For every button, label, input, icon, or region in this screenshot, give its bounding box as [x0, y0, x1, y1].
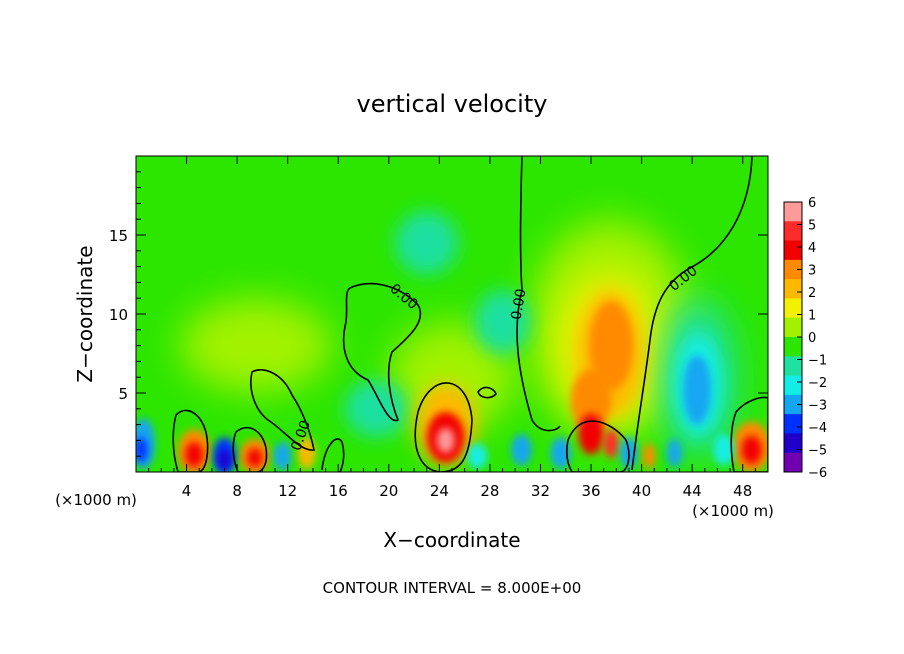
y-tick-label-1: 10 — [109, 306, 128, 324]
colorbar-label-3: 3 — [808, 264, 816, 279]
field-blob-15 — [666, 438, 683, 468]
colorbar-label-10: −4 — [808, 421, 827, 436]
contour-label-1: 0.00 — [508, 288, 529, 321]
colorbar-swatch-3 — [784, 259, 802, 280]
contour-updraft-x37 — [566, 420, 630, 472]
contour-interval-note: CONTOUR INTERVAL = 8.000E+00 — [323, 579, 582, 597]
field-blob-24 — [247, 448, 263, 468]
field-blob-7 — [344, 380, 408, 438]
field-blob-34 — [642, 443, 656, 469]
y-tick-label-0: 5 — [118, 385, 128, 403]
field-blob-35 — [713, 434, 734, 466]
field-blob-36 — [467, 443, 488, 469]
x-tick-label-10: 44 — [683, 482, 702, 500]
field-blob-3 — [180, 298, 332, 393]
field-blob-28 — [136, 437, 148, 463]
contour-mid-left — [250, 369, 315, 451]
colorbar-label-9: −3 — [808, 399, 827, 414]
field-blob-30 — [297, 437, 316, 469]
field-blob-9 — [589, 301, 633, 390]
x-tick-label-7: 32 — [531, 482, 550, 500]
colorbar-label-12: −6 — [808, 466, 827, 481]
contour-updraft-x5 — [172, 409, 209, 472]
contour-mid-vertical — [516, 156, 561, 432]
x-tick-label-6: 28 — [480, 482, 499, 500]
heatmap-field — [136, 156, 768, 472]
field-blob-32 — [550, 437, 571, 469]
colorbar-swatch-8 — [784, 356, 802, 377]
x-tick-label-4: 20 — [379, 482, 398, 500]
colorbar-swatch-10 — [784, 394, 802, 415]
x-tick-label-0: 4 — [182, 482, 192, 500]
colorbar-label-8: −2 — [808, 376, 827, 391]
colorbar-label-4: 2 — [808, 286, 816, 301]
colorbar-swatch-1 — [784, 221, 802, 242]
contour-left-lobe — [342, 282, 422, 422]
field-blobs — [136, 211, 768, 472]
field-blob-26 — [218, 449, 231, 469]
colorbar-label-11: −5 — [808, 444, 827, 459]
field-blob-14 — [683, 355, 712, 425]
colorbar-swatch-2 — [784, 240, 802, 261]
x-unit-right: (×1000 m) — [692, 502, 774, 520]
colorbar-swatch-6 — [784, 317, 802, 338]
y-tick-label-2: 15 — [109, 227, 128, 245]
contour-right-curve — [631, 156, 753, 471]
contour-updraft-x48 — [730, 396, 768, 472]
colorbar-label-2: 4 — [808, 241, 816, 256]
contour-updraft-x9 — [232, 426, 268, 472]
y-axis: 5 10 15 — [109, 171, 768, 457]
contour-small-x17 — [321, 438, 345, 472]
colorbar-swatch-4 — [784, 279, 802, 299]
field-blob-12 — [603, 429, 619, 458]
chart-title: vertical velocity — [357, 90, 548, 118]
field-blob-10 — [570, 369, 612, 433]
x-axis-label: X−coordinate — [383, 528, 520, 552]
field-blob-6 — [395, 211, 459, 275]
colorbar-swatch-5 — [784, 298, 802, 319]
colorbar-swatch-13 — [784, 452, 802, 473]
x-tick-label-3: 16 — [329, 482, 348, 500]
field-blob-29 — [273, 441, 292, 471]
colorbar-swatch-0 — [784, 202, 802, 222]
contour-updraft-x24 — [414, 382, 473, 472]
colorbar: 6 5 4 3 2 1 0 −1 −2 −3 −4 −5 −6 — [783, 196, 827, 481]
colorbar-swatch-11 — [784, 414, 802, 434]
contour-small-x28 — [477, 386, 497, 399]
field-blob-18 — [436, 427, 455, 454]
colorbar-label-6: 0 — [808, 331, 816, 346]
colorbar-label-5: 1 — [808, 309, 816, 324]
colorbar-swatch-7 — [784, 337, 802, 357]
field-blob-20 — [741, 435, 762, 465]
colorbar-swatch-12 — [784, 433, 802, 454]
x-tick-label-9: 40 — [632, 482, 651, 500]
x-axis: 4 8 12 16 20 24 28 32 36 40 44 48 — [148, 156, 756, 500]
x-tick-label-8: 36 — [581, 482, 600, 500]
x-tick-label-1: 8 — [232, 482, 242, 500]
colorbar-label-7: −1 — [808, 354, 827, 369]
colorbar-label-0: 6 — [808, 196, 816, 211]
field-blob-31 — [511, 434, 532, 466]
x-tick-label-5: 24 — [430, 482, 449, 500]
field-blob-22 — [185, 441, 203, 468]
x-tick-label-2: 12 — [278, 482, 297, 500]
zero-contours — [172, 156, 768, 472]
x-unit-left: (×1000 m) — [55, 491, 137, 509]
y-axis-label: Z−coordinate — [73, 245, 97, 382]
colorbar-swatch-9 — [784, 375, 802, 396]
field-blob-11 — [578, 413, 604, 455]
x-tick-label-11: 48 — [733, 482, 752, 500]
colorbar-label-1: 5 — [808, 219, 816, 234]
